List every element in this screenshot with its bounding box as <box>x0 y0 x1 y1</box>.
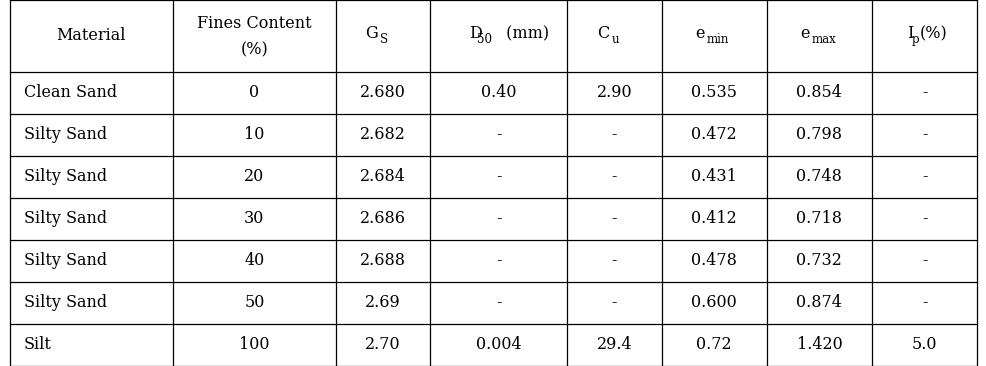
Text: S: S <box>380 33 387 46</box>
Text: -: - <box>611 252 616 269</box>
Text: -: - <box>611 294 616 311</box>
Text: 29.4: 29.4 <box>596 336 632 354</box>
Text: 0.40: 0.40 <box>480 84 516 101</box>
Text: 50: 50 <box>244 294 264 311</box>
Text: 0.718: 0.718 <box>796 210 842 227</box>
Text: 0.874: 0.874 <box>796 294 841 311</box>
Text: -: - <box>921 252 927 269</box>
Text: -: - <box>921 294 927 311</box>
Text: e: e <box>800 25 809 42</box>
Text: -: - <box>496 168 501 185</box>
Text: 0.798: 0.798 <box>796 126 842 143</box>
Text: 40: 40 <box>244 252 264 269</box>
Text: 0.004: 0.004 <box>475 336 521 354</box>
Text: u: u <box>611 33 618 46</box>
Text: -: - <box>496 126 501 143</box>
Text: D: D <box>468 25 481 42</box>
Text: min: min <box>706 33 728 46</box>
Text: 0: 0 <box>249 84 259 101</box>
Text: 2.684: 2.684 <box>360 168 405 185</box>
Text: -: - <box>496 252 501 269</box>
Text: 2.70: 2.70 <box>365 336 400 354</box>
Text: 2.686: 2.686 <box>360 210 405 227</box>
Text: Material: Material <box>56 27 126 44</box>
Text: (mm): (mm) <box>500 25 548 42</box>
Text: (%): (%) <box>919 25 947 42</box>
Text: -: - <box>921 210 927 227</box>
Text: I: I <box>906 25 912 42</box>
Text: 0.431: 0.431 <box>690 168 737 185</box>
Text: 2.69: 2.69 <box>365 294 400 311</box>
Text: -: - <box>496 294 501 311</box>
Text: 2.688: 2.688 <box>360 252 405 269</box>
Text: -: - <box>921 84 927 101</box>
Text: Silty Sand: Silty Sand <box>24 210 106 227</box>
Text: 0.478: 0.478 <box>690 252 737 269</box>
Text: p: p <box>911 33 918 46</box>
Text: 0.854: 0.854 <box>796 84 841 101</box>
Text: 30: 30 <box>244 210 264 227</box>
Text: e: e <box>694 25 704 42</box>
Text: max: max <box>810 33 835 46</box>
Text: -: - <box>611 168 616 185</box>
Text: -: - <box>611 210 616 227</box>
Text: Silty Sand: Silty Sand <box>24 126 106 143</box>
Text: 0.600: 0.600 <box>691 294 737 311</box>
Text: Silty Sand: Silty Sand <box>24 168 106 185</box>
Text: G: G <box>365 25 378 42</box>
Text: 1.420: 1.420 <box>796 336 841 354</box>
Text: 0.732: 0.732 <box>796 252 841 269</box>
Text: 0.72: 0.72 <box>696 336 732 354</box>
Text: -: - <box>611 126 616 143</box>
Text: 5.0: 5.0 <box>911 336 937 354</box>
Text: 0.412: 0.412 <box>691 210 737 227</box>
Text: -: - <box>921 126 927 143</box>
Text: Silt: Silt <box>24 336 51 354</box>
Text: Fines Content: Fines Content <box>197 15 312 32</box>
Text: 50: 50 <box>476 33 492 46</box>
Text: C: C <box>597 25 609 42</box>
Text: 2.680: 2.680 <box>360 84 405 101</box>
Text: 2.682: 2.682 <box>360 126 405 143</box>
Text: 0.535: 0.535 <box>690 84 737 101</box>
Text: 100: 100 <box>239 336 269 354</box>
Text: (%): (%) <box>241 42 268 59</box>
Text: 20: 20 <box>244 168 264 185</box>
Text: Silty Sand: Silty Sand <box>24 294 106 311</box>
Text: 2.90: 2.90 <box>596 84 632 101</box>
Text: Clean Sand: Clean Sand <box>24 84 116 101</box>
Text: 0.748: 0.748 <box>796 168 841 185</box>
Text: -: - <box>921 168 927 185</box>
Text: 10: 10 <box>244 126 264 143</box>
Text: 0.472: 0.472 <box>691 126 737 143</box>
Text: Silty Sand: Silty Sand <box>24 252 106 269</box>
Text: -: - <box>496 210 501 227</box>
